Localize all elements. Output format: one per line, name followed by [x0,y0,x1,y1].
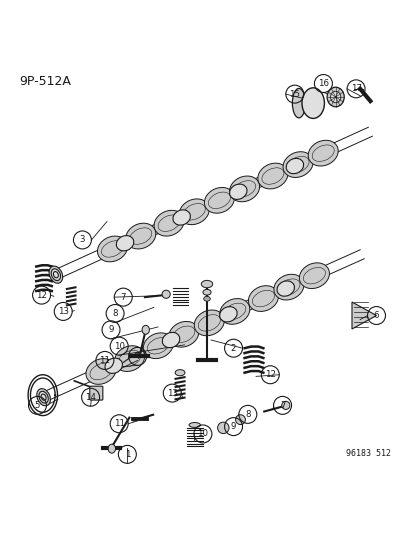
Ellipse shape [97,236,127,262]
Text: 15: 15 [289,90,299,99]
Text: 2: 2 [230,344,236,353]
Ellipse shape [175,369,185,376]
Circle shape [281,401,289,409]
Text: 6: 6 [373,311,378,320]
Text: 16: 16 [317,79,328,88]
Ellipse shape [142,325,149,334]
Ellipse shape [285,158,303,174]
Text: 8: 8 [244,410,250,419]
Ellipse shape [108,444,115,453]
Ellipse shape [114,346,144,372]
Ellipse shape [126,223,155,249]
Ellipse shape [189,423,200,427]
Text: 1: 1 [124,450,130,459]
Text: 12: 12 [264,370,275,379]
Ellipse shape [105,358,122,374]
Ellipse shape [219,306,237,322]
Ellipse shape [273,274,303,300]
Text: 3: 3 [79,236,85,245]
Text: 10: 10 [114,342,124,351]
Text: 7: 7 [279,401,285,410]
Ellipse shape [203,296,210,301]
Ellipse shape [37,389,50,406]
Text: 5: 5 [35,401,40,410]
Ellipse shape [257,163,287,189]
Ellipse shape [307,140,337,166]
Text: 96183 512: 96183 512 [345,449,390,458]
Text: 13: 13 [166,389,177,398]
Ellipse shape [143,333,173,359]
Ellipse shape [248,286,278,311]
Ellipse shape [292,88,305,118]
Ellipse shape [282,152,312,177]
Ellipse shape [41,394,46,400]
Ellipse shape [219,298,249,324]
Ellipse shape [49,266,62,283]
Text: 7: 7 [120,293,126,302]
Circle shape [161,290,170,298]
Ellipse shape [204,188,234,213]
Text: 17: 17 [350,84,361,93]
Text: 9P-512A: 9P-512A [19,75,71,87]
Ellipse shape [202,289,211,295]
Text: 11: 11 [114,419,124,428]
Ellipse shape [229,184,247,199]
Polygon shape [351,302,375,329]
Text: 9: 9 [108,325,114,334]
Ellipse shape [179,199,209,224]
Ellipse shape [276,281,294,296]
Circle shape [235,415,245,425]
FancyBboxPatch shape [90,386,102,400]
Ellipse shape [86,359,116,384]
Circle shape [217,422,228,433]
Text: 14: 14 [85,393,96,402]
Ellipse shape [301,88,324,118]
Ellipse shape [51,269,60,280]
Text: 13: 13 [57,307,69,316]
Text: 11: 11 [99,356,110,365]
Ellipse shape [116,236,133,251]
Text: 10: 10 [197,430,208,439]
Ellipse shape [330,91,340,103]
Ellipse shape [326,87,343,107]
Ellipse shape [299,263,329,288]
Text: 8: 8 [112,309,118,318]
Ellipse shape [154,211,184,236]
Text: 9: 9 [230,422,236,431]
Ellipse shape [201,280,212,288]
Text: 4: 4 [135,352,140,361]
Ellipse shape [162,333,179,348]
Ellipse shape [173,210,190,225]
Ellipse shape [53,271,58,278]
Ellipse shape [39,391,48,403]
Ellipse shape [194,310,224,336]
Ellipse shape [169,321,198,347]
Text: 12: 12 [36,290,47,300]
Ellipse shape [229,176,259,202]
